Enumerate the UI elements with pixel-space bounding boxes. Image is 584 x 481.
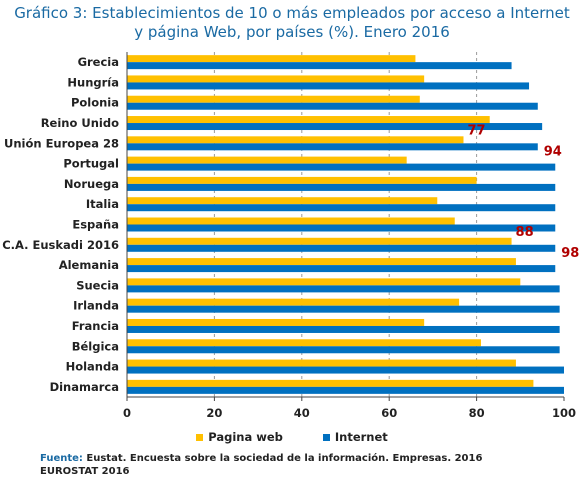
category-label-3: Reino Unido [41,116,119,130]
bar-internet-15 [127,366,564,374]
bar-internet-3 [127,123,543,131]
bar-pagina-web-16 [127,379,534,387]
bar-pagina-web-0 [127,55,416,63]
bar-pagina-web-1 [127,75,425,83]
bar-pagina-web-13 [127,318,425,326]
source-note: Fuente: Eustat. Encuesta sobre la socied… [40,453,482,478]
chart-title-line2: y página Web, por países (%). Enero 2016 [134,23,450,41]
bar-pagina-web-9 [127,237,512,245]
category-label-0: Grecia [78,55,119,69]
source-prefix: Fuente: [40,453,83,464]
category-label-10: Alemania [59,258,119,272]
bar-internet-4 [127,143,538,151]
chart-title: Gráfico 3: Establecimientos de 10 o más … [0,4,584,42]
category-label-14: Bélgica [72,339,119,353]
bar-pagina-web-7 [127,197,438,205]
x-tick-label-100: 100 [552,406,576,420]
bar-pagina-web-2 [127,95,420,103]
category-label-4: Unión Europea 28 [4,136,119,150]
bar-internet-1 [127,82,530,90]
legend-label-pagina-web: Pagina web [208,430,283,444]
bar-internet-6 [127,183,556,191]
bar-internet-0 [127,62,512,70]
bar-internet-13 [127,325,560,333]
source-line1: Eustat. Encuesta sobre la sociedad de la… [82,453,483,464]
legend-label-internet: Internet [334,430,388,444]
x-tick-label-40: 40 [294,406,310,420]
x-tick-label-80: 80 [469,406,485,420]
x-tick-label-0: 0 [123,406,131,420]
legend: Pagina web Internet [0,430,584,444]
bar-internet-2 [127,102,538,110]
category-label-11: Suecia [76,278,119,292]
data-label-2: 88 [516,225,534,240]
bar-pagina-web-12 [127,298,460,306]
category-label-15: Holanda [66,360,119,374]
bar-pagina-web-8 [127,217,455,225]
legend-item-internet: Internet [322,430,388,444]
legend-swatch-pagina-web [196,433,204,441]
data-label-3: 98 [561,246,579,261]
data-label-0: 77 [467,123,485,138]
x-tick-label-20: 20 [206,406,222,420]
bar-internet-5 [127,163,556,171]
category-label-6: Noruega [64,177,119,191]
category-label-9: C.A. Euskadi 2016 [2,238,119,252]
category-label-5: Portugal [63,157,119,171]
bar-pagina-web-11 [127,278,521,286]
bar-pagina-web-6 [127,176,477,184]
data-label-1: 94 [544,144,562,159]
bar-pagina-web-15 [127,359,516,367]
bar-internet-14 [127,346,560,354]
category-label-12: Irlanda [73,299,119,313]
bar-pagina-web-14 [127,339,481,347]
category-label-7: Italia [86,197,119,211]
bar-internet-11 [127,285,560,293]
bar-pagina-web-3 [127,116,490,124]
legend-swatch-internet [322,433,330,441]
bar-pagina-web-10 [127,258,516,266]
bar-pagina-web-4 [127,136,464,144]
legend-item-pagina-web: Pagina web [196,430,283,444]
category-label-8: España [72,218,119,232]
source-line2: EUROSTAT 2016 [40,465,130,477]
bar-internet-16 [127,386,564,394]
bar-pagina-web-5 [127,156,407,164]
bar-internet-7 [127,204,556,212]
category-label-13: Francia [72,319,119,333]
category-label-16: Dinamarca [50,380,119,394]
category-label-2: Polonia [71,96,119,110]
bar-internet-12 [127,305,560,313]
chart-title-line1: Gráfico 3: Establecimientos de 10 o más … [14,4,570,22]
bar-internet-9 [127,244,556,252]
x-tick-label-60: 60 [381,406,397,420]
category-label-1: Hungría [67,75,119,89]
bar-internet-10 [127,265,556,273]
bar-internet-8 [127,224,556,232]
